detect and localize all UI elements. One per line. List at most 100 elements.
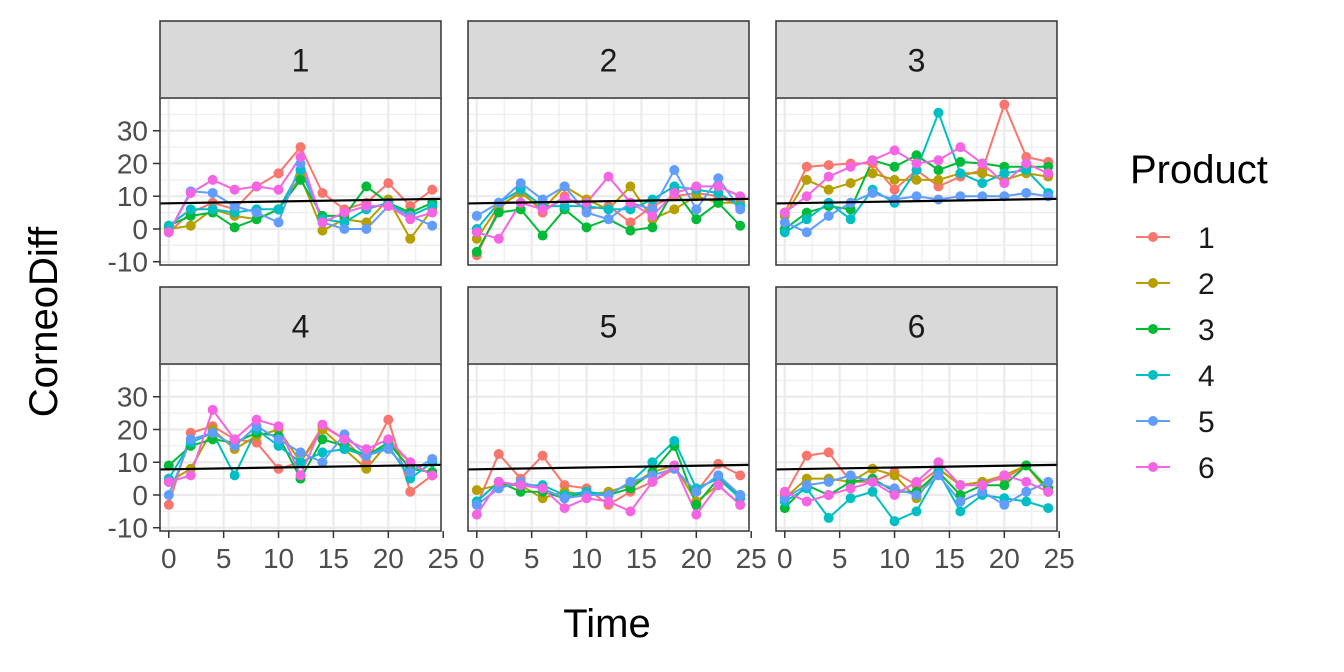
x-tick-label: 15 [626,543,657,574]
data-point [339,207,350,218]
data-point [999,99,1010,110]
panel-border [775,363,1058,532]
data-point [867,168,878,179]
x-tick-label: 10 [263,543,294,574]
y-tick-label: 30 [117,382,148,413]
data-point [317,447,328,458]
data-point [977,158,988,169]
data-point [537,204,548,215]
x-tick-label: 0 [469,543,485,574]
data-point [889,516,900,527]
data-point [647,476,658,487]
y-tick-label: 10 [117,181,148,212]
data-point [229,201,240,212]
data-point [669,435,680,446]
y-tick-label: 20 [117,414,148,445]
data-point [713,470,724,481]
data-point [889,174,900,185]
grid [468,96,749,265]
data-point [1021,158,1032,169]
data-point [999,499,1010,510]
data-point [1021,486,1032,497]
legend-label: 5 [1198,406,1215,439]
panel-background [776,364,1057,531]
data-point [691,509,702,520]
data-point [823,447,834,458]
data-point [471,485,482,496]
legend-label: 3 [1198,314,1215,347]
data-point [933,155,944,166]
x-tick-label: 0 [777,543,793,574]
data-point [845,214,856,225]
data-point [427,207,438,218]
data-point [955,480,966,491]
data-point [845,483,856,494]
legend-key-point [1148,278,1158,288]
y-tick-label: 30 [117,116,148,147]
data-point [581,197,592,208]
data-point [493,476,504,487]
data-point [317,217,328,228]
data-point [537,483,548,494]
data-point [229,470,240,481]
data-point [251,181,262,192]
data-point [427,470,438,481]
data-point [317,434,328,445]
data-point [801,214,812,225]
data-point [581,493,592,504]
data-point [823,476,834,487]
legend-label: 6 [1198,452,1215,485]
data-point [801,174,812,185]
trend-line [775,463,1058,471]
x-tick-label: 10 [571,543,602,574]
strip-label: 6 [908,309,926,345]
data-point [647,457,658,468]
data-point [955,191,966,202]
legend-item-1: 1 [1136,222,1215,255]
strip-label: 3 [908,43,926,79]
data-point [999,168,1010,179]
data-point [493,233,504,244]
x-tick-label: 5 [524,543,540,574]
legend-item-3: 3 [1136,314,1215,347]
data-point [999,480,1010,491]
strip-background [159,286,442,365]
data-point [625,217,636,228]
legend-label: 1 [1198,222,1215,255]
data-point [383,414,394,425]
legend-key-point [1148,232,1158,242]
x-tick-label: 25 [736,543,767,574]
x-axis-title: Time [563,602,650,646]
x-tick-label: 25 [1044,543,1075,574]
data-point [603,171,614,182]
data-point [625,225,636,236]
data-point [691,486,702,497]
legend-label: 2 [1198,268,1215,301]
data-point [625,476,636,487]
data-point [361,444,372,455]
data-point [779,227,790,238]
data-point [955,496,966,507]
data-point [713,173,724,184]
facet-panel-6: 6 0 5 10 15 20 25 [775,286,1075,574]
data-point [713,181,724,192]
data-point [801,227,812,238]
data-point [889,145,900,156]
data-point [163,227,174,238]
data-point [867,187,878,198]
y-tick-label: -10 [108,247,148,278]
strip-background [159,20,442,99]
legend-item-6: 6 [1136,452,1215,485]
trend-line [775,197,1058,205]
data-point [163,460,174,471]
data-point [207,404,218,415]
data-point [889,470,900,481]
y-tick-label: 20 [117,148,148,179]
data-point [801,480,812,491]
x-tick-label: 15 [934,543,965,574]
data-point [163,476,174,487]
data-point [405,467,416,478]
y-tick-label: 10 [117,447,148,478]
data-point [603,496,614,507]
